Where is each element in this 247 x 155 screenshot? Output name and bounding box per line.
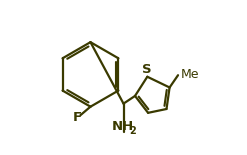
Text: F: F — [73, 111, 82, 124]
Text: S: S — [143, 63, 152, 76]
Text: Me: Me — [180, 68, 199, 81]
Text: NH: NH — [112, 120, 134, 133]
Text: 2: 2 — [129, 126, 136, 136]
